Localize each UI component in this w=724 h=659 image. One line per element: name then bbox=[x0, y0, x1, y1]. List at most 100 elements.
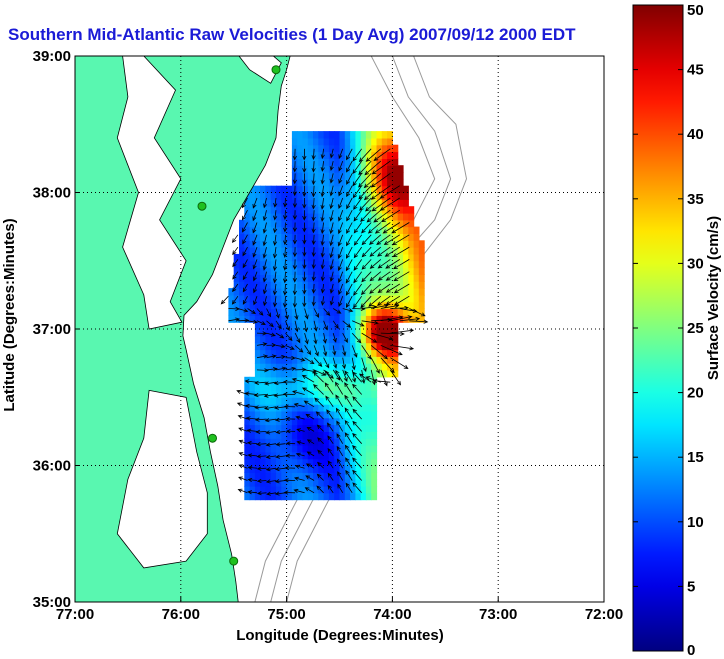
velocity-arrow bbox=[369, 259, 382, 269]
longitude-tick-label: 73:00 bbox=[479, 606, 517, 623]
velocity-cell bbox=[313, 199, 319, 207]
velocity-arrow bbox=[327, 460, 334, 469]
velocity-cell bbox=[371, 137, 378, 146]
velocity-arrow bbox=[295, 452, 305, 457]
velocity-arrow bbox=[244, 403, 258, 409]
velocity-arrow bbox=[247, 453, 258, 458]
velocity-cell bbox=[397, 206, 404, 214]
velocity-arrow bbox=[275, 442, 286, 447]
velocity-arrow bbox=[345, 283, 353, 296]
velocity-cell bbox=[344, 322, 351, 330]
velocity-arrow bbox=[296, 440, 305, 445]
velocity-cell bbox=[313, 438, 319, 446]
velocity-cell bbox=[297, 349, 304, 357]
velocity-cell bbox=[307, 226, 314, 234]
velocity-arrow bbox=[342, 332, 348, 344]
velocity-cell bbox=[360, 213, 367, 221]
velocity-arrow bbox=[352, 457, 362, 469]
velocity-cell bbox=[318, 178, 325, 187]
velocity-cell bbox=[360, 315, 367, 323]
velocity-arrow bbox=[345, 457, 353, 469]
velocity-cell bbox=[307, 451, 314, 460]
velocity-cell bbox=[350, 383, 356, 391]
velocity-arrow bbox=[302, 387, 315, 395]
velocity-cell bbox=[339, 233, 346, 241]
velocity-cell bbox=[355, 213, 362, 221]
velocity-arrow bbox=[242, 246, 248, 257]
velocity-cell bbox=[270, 486, 277, 494]
velocity-arrow bbox=[264, 381, 277, 386]
velocity-cell bbox=[328, 410, 335, 419]
velocity-arrow bbox=[262, 247, 267, 259]
velocity-cell bbox=[270, 363, 277, 371]
velocity-cell bbox=[297, 363, 304, 371]
velocity-cell bbox=[334, 363, 341, 371]
velocity-cell bbox=[360, 492, 367, 501]
velocity-arrow bbox=[361, 332, 378, 343]
velocity-arrow bbox=[242, 234, 248, 245]
velocity-cell bbox=[371, 349, 378, 357]
velocity-cell bbox=[355, 390, 362, 398]
velocity-cell bbox=[392, 151, 399, 159]
velocity-cell bbox=[381, 363, 388, 371]
velocity-cell bbox=[408, 219, 415, 228]
velocity-cell bbox=[344, 151, 351, 159]
velocity-cell bbox=[254, 431, 261, 439]
velocity-cell bbox=[339, 267, 346, 275]
velocity-cell bbox=[387, 329, 393, 337]
velocity-cell bbox=[387, 370, 393, 378]
velocity-arrow bbox=[353, 222, 363, 234]
velocity-cell bbox=[286, 376, 293, 385]
velocity-cell bbox=[381, 315, 388, 323]
velocity-cell bbox=[244, 417, 251, 426]
velocity-cell bbox=[323, 370, 330, 378]
velocity-cell bbox=[286, 219, 293, 228]
velocity-cell bbox=[339, 253, 346, 262]
velocity-cell bbox=[239, 301, 245, 310]
velocity-cell bbox=[392, 370, 399, 378]
velocity-cell bbox=[365, 322, 372, 330]
velocity-cell bbox=[318, 267, 325, 275]
velocity-cell bbox=[387, 185, 393, 194]
velocity-cell bbox=[313, 226, 319, 234]
velocity-cell bbox=[307, 274, 314, 282]
velocity-cell bbox=[270, 219, 277, 228]
velocity-cell bbox=[381, 192, 388, 200]
velocity-cell bbox=[297, 178, 304, 187]
velocity-cell bbox=[244, 267, 251, 275]
velocity-cell bbox=[360, 438, 367, 446]
velocity-cell bbox=[371, 342, 378, 351]
velocity-arrow bbox=[379, 185, 401, 199]
velocity-cell bbox=[403, 199, 409, 207]
velocity-cell bbox=[397, 185, 404, 194]
velocity-cell bbox=[270, 267, 277, 275]
velocity-arrow bbox=[377, 271, 391, 281]
velocity-cell bbox=[392, 192, 399, 200]
velocity-cell bbox=[254, 213, 261, 221]
velocity-cell bbox=[339, 137, 346, 146]
velocity-cell bbox=[281, 308, 288, 316]
velocity-arrow bbox=[399, 316, 421, 322]
velocity-cell bbox=[244, 383, 251, 391]
velocity-cell bbox=[297, 486, 304, 494]
velocity-arrow bbox=[336, 445, 344, 457]
velocity-cell bbox=[334, 192, 341, 200]
hf-radar-station bbox=[229, 556, 239, 566]
velocity-arrow bbox=[263, 197, 268, 209]
velocity-cell bbox=[239, 226, 245, 234]
velocity-cell bbox=[376, 192, 383, 200]
velocity-cell bbox=[350, 445, 356, 453]
velocity-arrow bbox=[292, 234, 297, 245]
velocity-cell bbox=[260, 404, 266, 412]
velocity-cell bbox=[260, 335, 266, 344]
velocity-arrow bbox=[352, 148, 363, 162]
velocity-cell bbox=[244, 213, 251, 221]
velocity-arrow bbox=[311, 283, 316, 294]
velocity-cell bbox=[365, 288, 372, 296]
velocity-arrow bbox=[352, 432, 363, 444]
velocity-cell bbox=[350, 294, 356, 303]
velocity-cell bbox=[365, 267, 372, 275]
velocity-cell bbox=[365, 329, 372, 337]
velocity-cell bbox=[350, 410, 356, 419]
